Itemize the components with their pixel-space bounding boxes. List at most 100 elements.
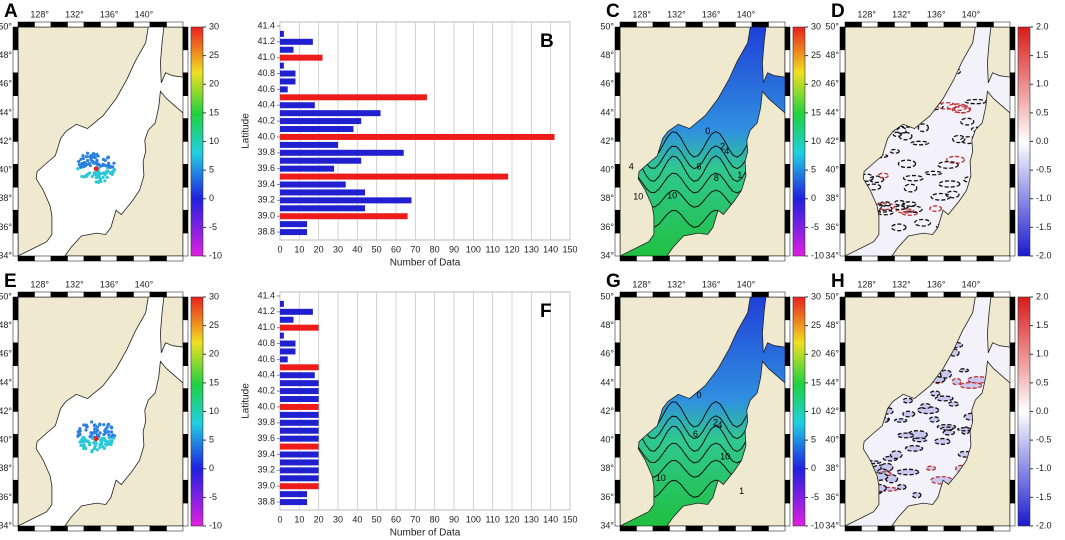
contour-label: 6 [697,162,702,172]
map-border [894,21,912,28]
x-axis-title: Number of Data [390,528,461,539]
sample-point [88,155,92,159]
contour-label: 10 [720,452,730,462]
sample-point [106,429,110,434]
map-border [894,255,912,262]
sample-point [78,432,82,436]
map-body [845,27,1010,256]
colorbar [792,296,806,527]
sample-point [104,442,108,447]
bar [280,165,335,172]
anomaly-contour [940,426,954,431]
sample-point [98,422,102,426]
map-border [182,95,189,119]
map-border [1009,141,1016,165]
map-border [12,49,19,74]
bar [280,229,308,236]
colorbar-tick-label: 5 [811,165,816,175]
map-border [12,72,19,96]
map-border [685,21,703,28]
x-tick-label: 140 [543,514,558,524]
land [666,360,785,526]
map-border [83,21,101,28]
colorbar-tick-label: 10 [209,406,219,416]
map-border [1009,164,1016,188]
colorbar-tick-label: 0 [209,463,214,473]
bar [280,157,362,164]
map-border [976,255,994,262]
lon-tick-label: 136° [100,9,119,19]
colorbar [792,26,806,257]
lat-tick-label: 36° [600,222,614,232]
map-border [636,255,654,262]
bar [280,356,288,363]
x-tick-label: 120 [504,244,519,254]
lat-tick-label: 36° [0,222,12,232]
panel-letter: D [831,1,845,22]
lon-tick-label: 140° [737,9,756,19]
map-border [1009,296,1016,321]
lon-tick-label: 136° [100,279,119,289]
map-border [614,502,621,527]
map-border [960,255,978,262]
map-border [182,209,189,234]
map-border [784,141,791,165]
anomaly-contour [890,223,907,232]
map-border [12,388,19,412]
anomaly-contour [913,218,932,227]
map-border [894,525,912,532]
map-border [784,342,791,366]
bar [280,94,427,101]
sample-point [94,441,98,445]
map-border [12,26,19,51]
colorbar-tick-label: -1.0 [1036,463,1052,473]
map-border [943,21,961,28]
map-border [839,479,846,504]
colorbar-tick-label: -1.0 [1036,193,1052,203]
sample-point [86,439,90,443]
x-tick-label: 50 [372,244,382,254]
lon-tick-label: 140° [962,9,981,19]
sample-point [90,448,94,453]
colorbar-tick-label: -0.5 [1036,435,1052,445]
map-border [1009,72,1016,96]
anomaly-contour [889,450,903,460]
colorbar-tick-label: 5 [209,165,214,175]
colorbar-tick-label: 30 [811,291,821,301]
map-border [1009,95,1016,119]
bar [280,451,319,458]
anomaly-contour [910,140,930,146]
lat-tick-label: 42° [600,136,614,146]
map-border [149,21,167,28]
sample-point [90,436,94,441]
x-tick-label: 60 [391,514,401,524]
sample-point [92,172,96,176]
sample-point [98,431,102,435]
map-border [17,21,35,28]
anomaly-contour [903,183,918,193]
lat-tick-label: 46° [825,79,839,89]
map-border [133,21,151,28]
sample-point [82,423,86,427]
y-tick-label: 39.8 [257,147,275,157]
y-tick-label: 40.0 [257,131,275,141]
bar-chart: 0 10 20 30 40 50 60 70 80 90 100 110 120 130 140 150 41.… [241,290,578,538]
map-border [839,296,846,321]
map-border [993,291,1011,298]
colorbar-tick-label: 20 [209,79,219,89]
map-border [83,255,101,262]
map-border [1009,26,1016,51]
map-border [839,164,846,188]
bar [280,491,308,498]
map-border [927,525,945,532]
bar [280,118,362,125]
map-border [614,209,621,234]
y-tick-label: 40.2 [257,115,275,125]
contour-label: 4 [629,162,634,172]
colorbar-tick-label: 15 [811,377,821,387]
colorbar-tick-label: 2.0 [1036,21,1049,31]
bar [280,435,319,442]
bar [280,181,346,188]
lon-tick-label: 128° [632,279,651,289]
